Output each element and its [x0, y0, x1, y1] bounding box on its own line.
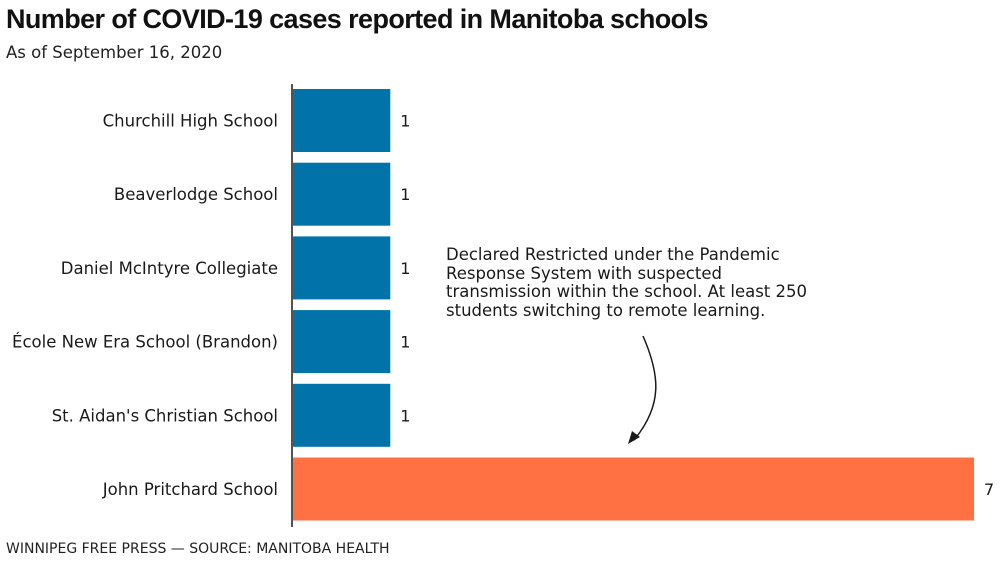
- category-label-0: Churchill High School: [103, 112, 278, 131]
- value-label-4: 1: [400, 406, 410, 425]
- category-label-1: Beaverlodge School: [114, 185, 278, 204]
- value-label-3: 1: [400, 333, 410, 352]
- bar-1: [293, 162, 391, 226]
- chart-title: Number of COVID-19 cases reported in Man…: [6, 4, 708, 34]
- value-label-0: 1: [400, 112, 410, 131]
- value-label-1: 1: [400, 185, 410, 204]
- chart-subtitle: As of September 16, 2020: [6, 43, 223, 62]
- bar-5: [293, 457, 974, 521]
- category-label-3: École New Era School (Brandon): [12, 333, 278, 352]
- bar-4: [293, 383, 391, 447]
- value-label-5: 7: [984, 480, 994, 499]
- annotation-text: Declared Restricted under the Pandemic R…: [446, 245, 808, 320]
- annotation-arrowhead: [628, 431, 640, 444]
- bar-2: [293, 236, 391, 300]
- bars-layer: Churchill High School 1 Beaverlodge School…: [12, 89, 994, 521]
- value-label-2: 1: [400, 259, 410, 278]
- bar-0: [293, 89, 391, 152]
- category-label-2: Daniel McIntyre Collegiate: [61, 259, 278, 278]
- category-label-4: St. Aidan's Christian School: [52, 406, 278, 425]
- bar-3: [293, 310, 391, 374]
- annotation-arrow: [633, 335, 657, 441]
- category-label-5: John Pritchard School: [102, 480, 278, 499]
- source-credit: WINNIPEG FREE PRESS — SOURCE: MANITOBA H…: [6, 541, 390, 557]
